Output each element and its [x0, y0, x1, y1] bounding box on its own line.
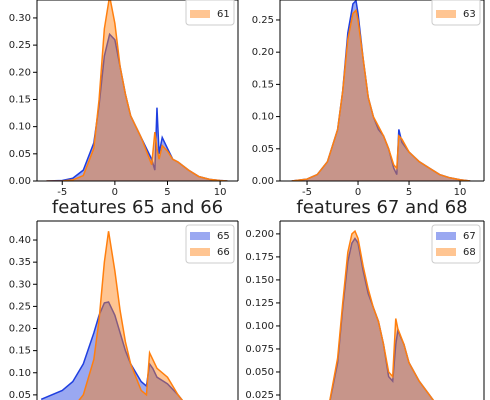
y-tick-label: 0.25 [9, 301, 31, 312]
x-tick-label: 10 [214, 187, 227, 198]
y-tick-label: 0.05 [9, 390, 31, 400]
y-tick-label: 0.175 [245, 252, 274, 263]
density-fill [79, 231, 183, 400]
legend-swatch [436, 248, 456, 256]
x-tick-label: 5 [164, 187, 170, 198]
legend-label: 67 [463, 231, 476, 242]
plot-area [291, 0, 471, 181]
legend-label: 65 [217, 231, 230, 242]
y-tick-label: 0.025 [245, 390, 274, 400]
density-fill [329, 231, 434, 400]
legend-swatch [190, 248, 210, 256]
x-tick-label: 0 [355, 187, 361, 198]
y-tick-label: 0.40 [9, 235, 31, 246]
x-tick-label: 0 [112, 187, 118, 198]
plot-area [46, 0, 228, 181]
legend-label: 61 [217, 9, 230, 20]
y-tick-label: 0.10 [252, 112, 274, 123]
y-tick-label: 0.100 [245, 321, 274, 332]
legend-swatch [436, 232, 456, 240]
y-tick-label: 0.30 [9, 13, 31, 24]
x-tick-label: -5 [57, 187, 67, 198]
legend-box [185, 224, 235, 264]
density-fill [46, 34, 228, 181]
density-fill [46, 0, 228, 181]
y-tick-label: 0.20 [252, 47, 274, 58]
legend-swatch [436, 10, 456, 18]
density-line [329, 229, 435, 400]
legend-swatch [190, 232, 210, 240]
legend-box [185, 0, 235, 26]
legend-swatch [190, 10, 210, 18]
y-tick-label: 0.05 [9, 149, 31, 160]
density-fill [291, 10, 471, 181]
y-tick-label: 0.05 [252, 144, 274, 155]
y-tick-label: 0.050 [245, 367, 274, 378]
legend-box [431, 0, 481, 26]
legend-box [431, 224, 481, 264]
subplot-title: features 65 and 66 [52, 197, 223, 218]
y-tick-label: 0.00 [252, 176, 274, 187]
plot-area [329, 229, 435, 400]
y-tick-label: 0.15 [9, 346, 31, 357]
density-line [46, 0, 228, 181]
y-tick-label: 0.150 [245, 275, 274, 286]
y-tick-label: 0.15 [252, 79, 274, 90]
y-tick-label: 0.10 [9, 122, 31, 133]
y-tick-label: 0.15 [9, 94, 31, 105]
y-tick-label: 0.075 [245, 344, 274, 355]
y-tick-label: 0.10 [9, 368, 31, 379]
x-tick-label: -5 [302, 187, 312, 198]
density-line [291, 8, 471, 181]
y-tick-label: 0.20 [9, 324, 31, 335]
y-tick-label: 0.00 [9, 176, 31, 187]
x-tick-label: 5 [406, 187, 412, 198]
y-tick-label: 0.30 [9, 279, 31, 290]
plot-area [40, 231, 184, 400]
y-tick-label: 0.25 [9, 40, 31, 51]
density-line [78, 231, 184, 400]
y-tick-label: 0.125 [245, 298, 274, 309]
y-tick-label: 0.25 [252, 15, 274, 26]
legend-label: 66 [217, 247, 230, 258]
y-tick-label: 0.35 [9, 257, 31, 268]
legend-label: 63 [463, 9, 476, 20]
y-tick-label: 0.200 [245, 229, 274, 240]
subplot-title: features 67 and 68 [296, 197, 467, 218]
density-line [40, 301, 184, 400]
legend-label: 68 [463, 247, 476, 258]
y-tick-label: 0.20 [9, 67, 31, 78]
x-tick-label: 10 [454, 187, 467, 198]
